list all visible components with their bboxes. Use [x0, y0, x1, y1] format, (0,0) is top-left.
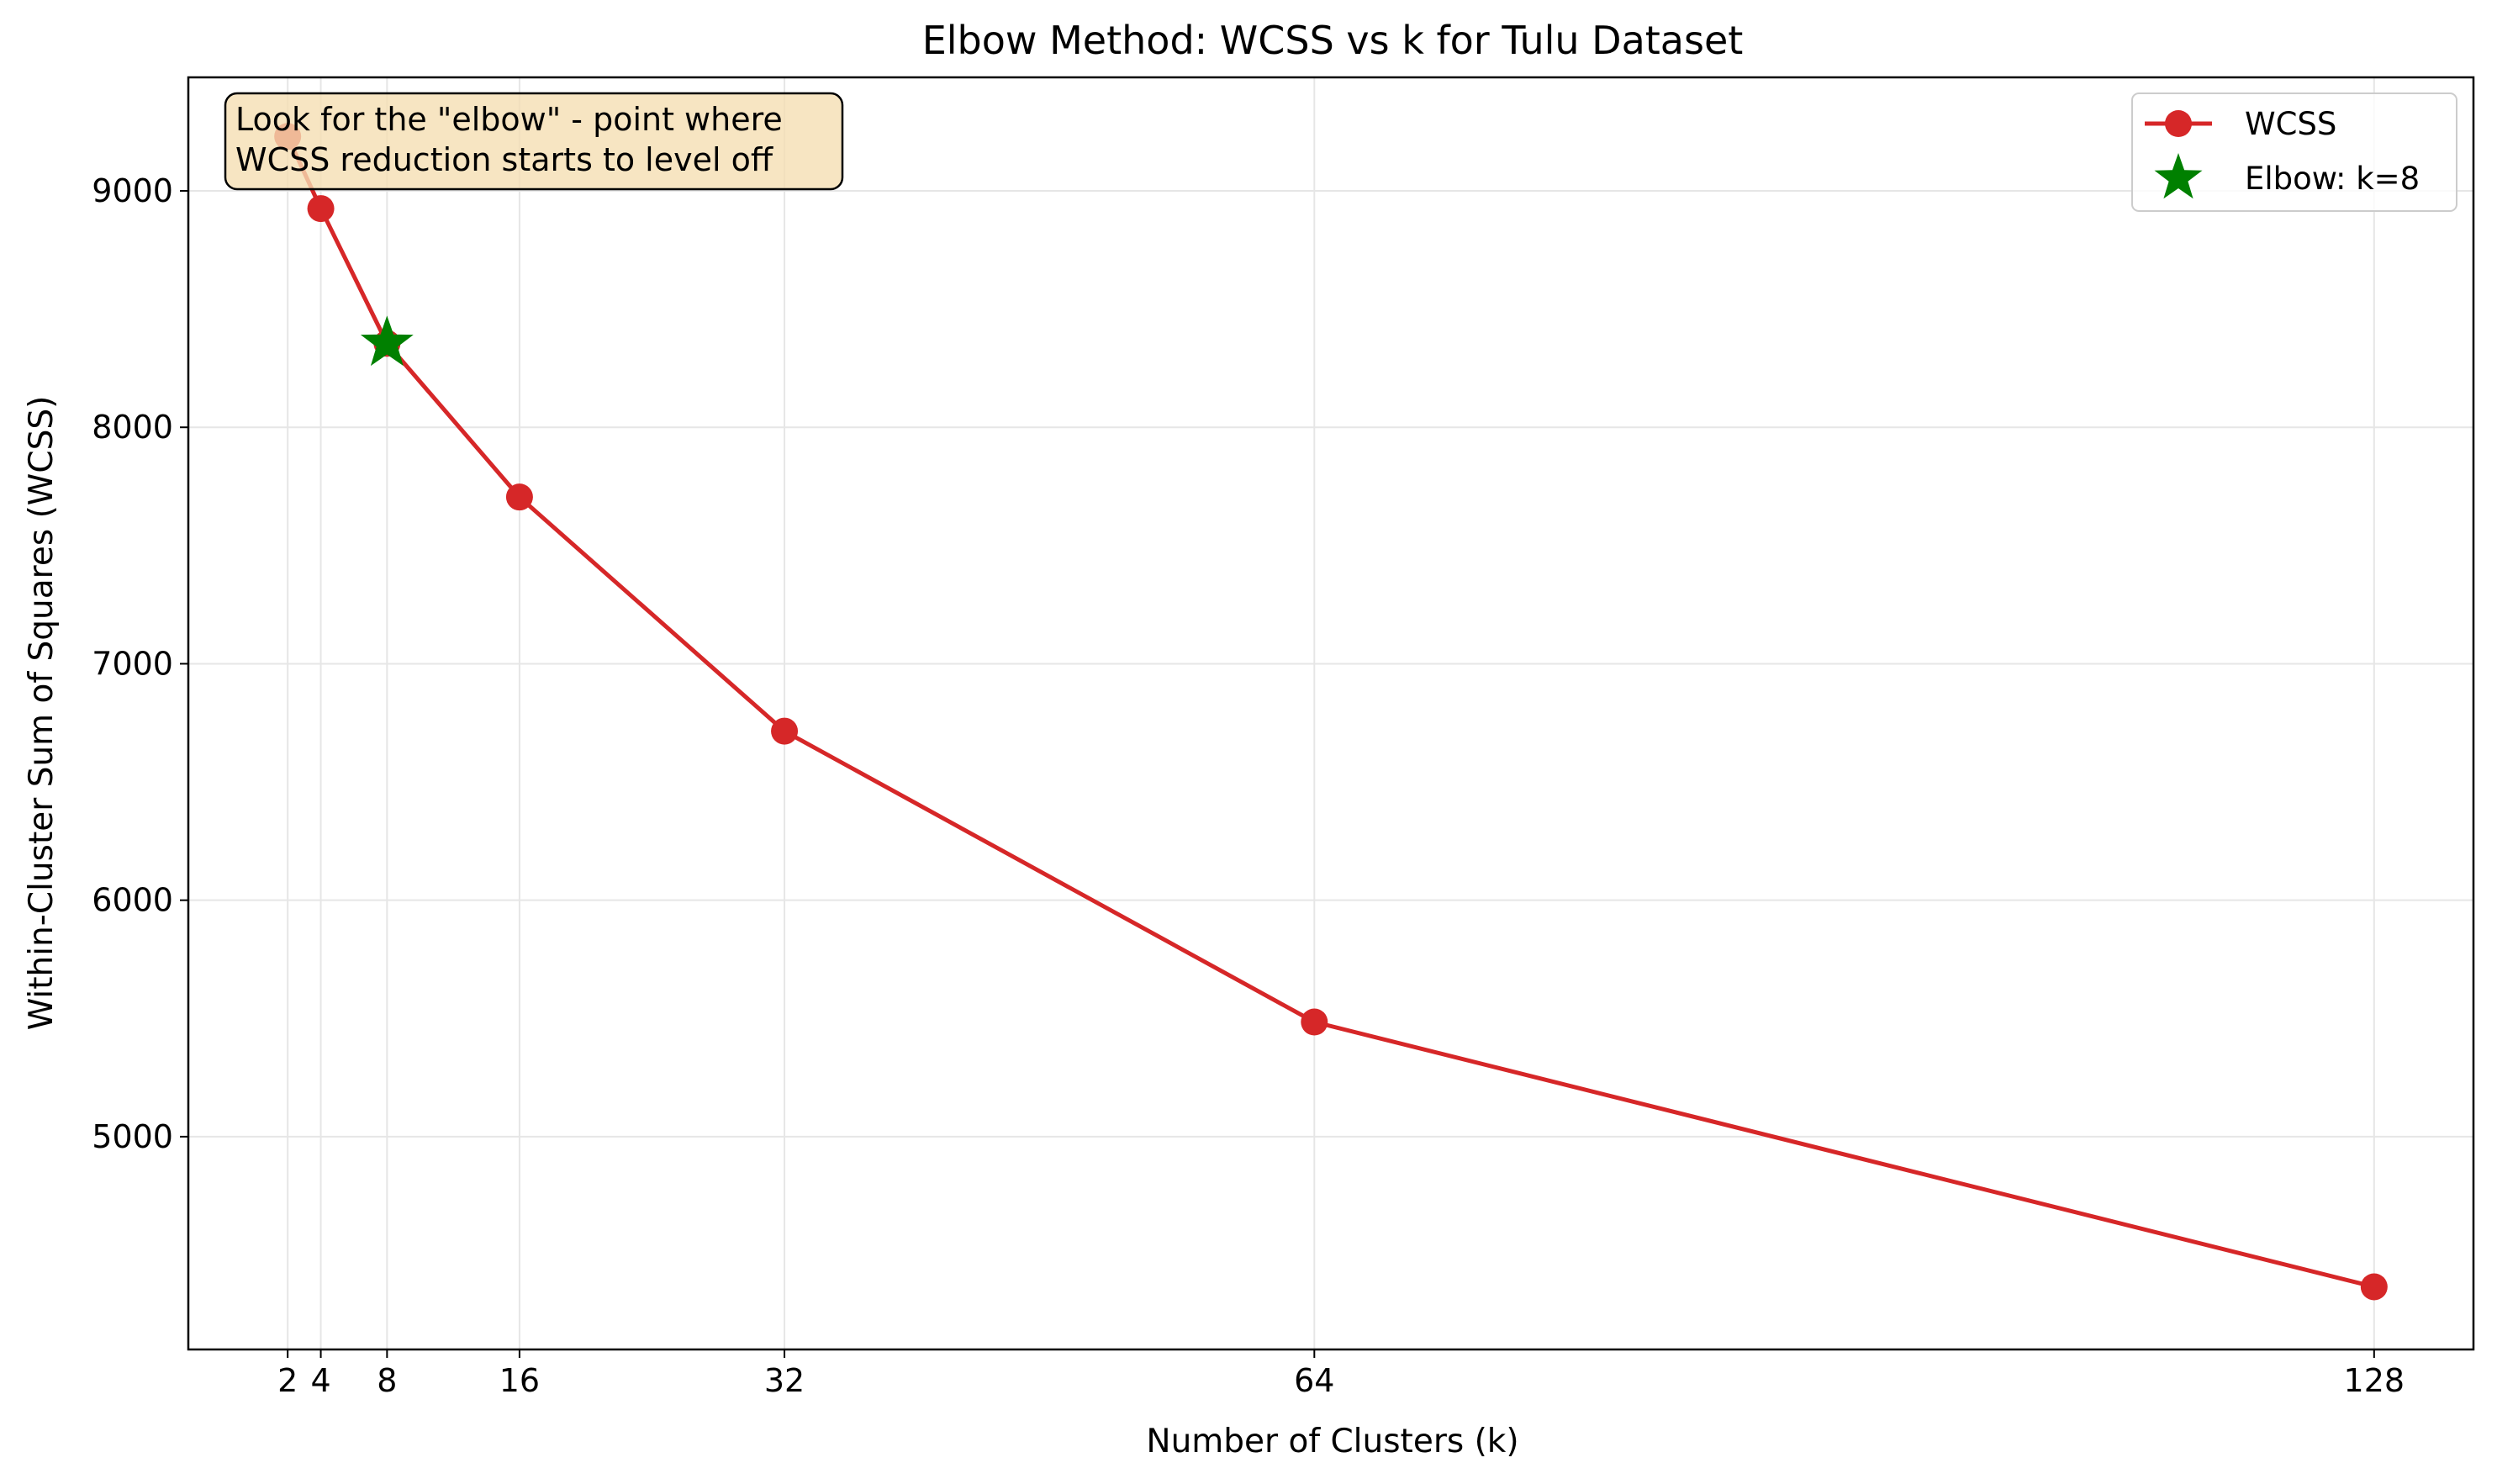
- annotation-line-1: Look for the "elbow" - point where: [235, 101, 783, 138]
- legend-wcss-label: WCSS: [2245, 106, 2336, 142]
- data-point: [771, 717, 799, 745]
- data-point: [505, 483, 533, 511]
- data-point: [1301, 1008, 1328, 1036]
- annotation-line-2: WCSS reduction starts to level off: [235, 141, 773, 178]
- data-point: [307, 195, 335, 223]
- legend: WCSS Elbow: k=8: [2131, 92, 2457, 212]
- data-point: [2360, 1273, 2388, 1301]
- y-tick-label: 9000: [92, 172, 173, 209]
- tick-layer: 2 4 8 16 32 64 128 5000 6000 7000 8000 9000: [92, 172, 2405, 1399]
- annotation-box: Look for the "elbow" - point where WCSS …: [224, 92, 844, 191]
- legend-elbow-star-icon: [2154, 153, 2203, 199]
- x-tick-label: 16: [499, 1362, 540, 1399]
- x-tick-label: 4: [310, 1362, 330, 1399]
- legend-frame: [2131, 92, 2457, 212]
- x-axis-label: Number of Clusters (k): [1146, 1423, 1518, 1460]
- x-tick-label: 128: [2344, 1362, 2405, 1399]
- annotation-background: [224, 92, 844, 191]
- y-axis-label: Within-Cluster Sum of Squares (WCSS): [23, 396, 61, 1031]
- x-tick-label: 2: [277, 1362, 298, 1399]
- y-tick-label: 6000: [92, 882, 173, 919]
- chart-title: Elbow Method: WCSS vs k for Tulu Dataset: [922, 18, 1744, 63]
- y-tick-label: 5000: [92, 1118, 173, 1155]
- x-tick-label: 32: [764, 1362, 805, 1399]
- plot-frame: [187, 76, 2475, 1351]
- legend-wcss-marker: [2165, 110, 2192, 137]
- x-tick-label: 64: [1294, 1362, 1334, 1399]
- legend-elbow-label: Elbow: k=8: [2245, 161, 2420, 197]
- x-tick-label: 8: [377, 1362, 397, 1399]
- y-tick-label: 7000: [92, 645, 173, 682]
- grid-layer: [188, 77, 2473, 1349]
- y-tick-label: 8000: [92, 409, 173, 446]
- elbow-star-marker: [360, 315, 414, 367]
